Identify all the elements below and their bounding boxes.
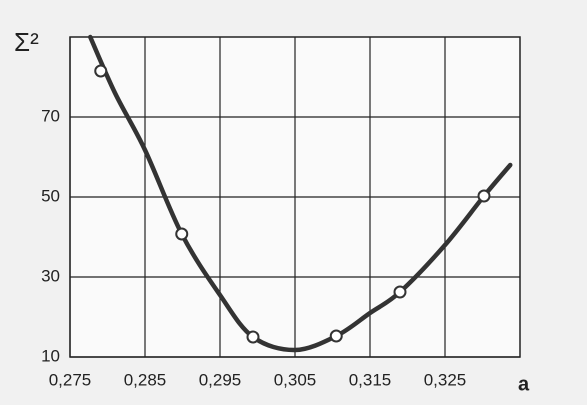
x-axis-label: a xyxy=(518,373,530,395)
x-tick-label: 0,305 xyxy=(274,370,317,389)
data-point xyxy=(393,285,407,299)
data-point xyxy=(175,227,189,241)
x-tick-label: 0,325 xyxy=(424,370,467,389)
curve xyxy=(88,34,513,353)
y-axis-label: Σ² xyxy=(14,27,39,57)
data-point xyxy=(477,189,491,203)
data-point xyxy=(94,64,108,78)
x-tick-label: 0,315 xyxy=(349,370,392,389)
data-point xyxy=(329,329,343,343)
x-tick-label: 0,295 xyxy=(199,370,242,389)
y-tick-label: 30 xyxy=(41,266,60,285)
x-tick-label: 0,285 xyxy=(124,370,167,389)
y-tick-label: 70 xyxy=(41,106,60,125)
y-tick-label: 50 xyxy=(41,186,60,205)
y-tick-label: 10 xyxy=(41,346,60,365)
data-point xyxy=(246,330,260,344)
x-tick-label: 0,275 xyxy=(49,370,92,389)
